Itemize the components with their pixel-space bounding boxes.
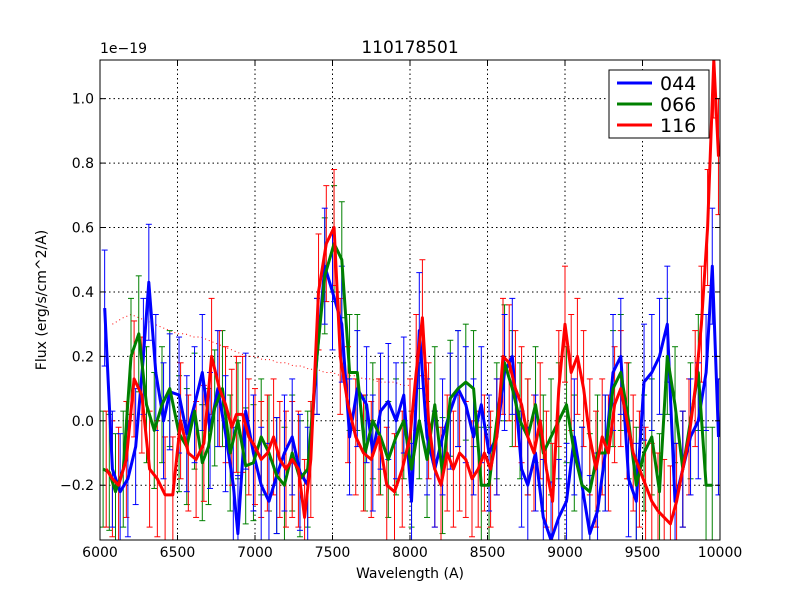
x-axis-label: Wavelength (A) <box>356 566 464 582</box>
x-tick-label: 8500 <box>470 545 506 561</box>
chart-title: 110178501 <box>361 38 458 58</box>
x-tick-label: 7000 <box>237 545 273 561</box>
axis-ticks: 6000 6500 7000 7500 8000 8500 9000 9500 10000 −0.… <box>60 60 742 561</box>
y-tick-label: 0.0 <box>72 414 94 430</box>
x-tick-label: 8000 <box>392 545 428 561</box>
y-axis-label: Flux (erg/s/cm^2/A) <box>34 230 50 370</box>
x-tick-label: 6500 <box>160 545 196 561</box>
y-tick-label: 0.2 <box>72 349 94 365</box>
y-tick-label: −0.2 <box>60 478 94 494</box>
series-line-116 <box>104 60 720 526</box>
y-offset-label: 1e−19 <box>100 41 147 57</box>
series-lines <box>102 60 720 540</box>
series-line-044 <box>103 264 720 540</box>
y-tick-label: 0.4 <box>72 285 94 301</box>
legend-label-066: 066 <box>660 94 696 116</box>
x-tick-label: 7500 <box>315 545 351 561</box>
legend-label-044: 044 <box>660 73 696 95</box>
y-tick-label: 1.0 <box>72 92 94 108</box>
x-tick-label: 9000 <box>547 545 583 561</box>
y-tick-label: 0.6 <box>72 221 94 237</box>
legend-label-116: 116 <box>660 115 696 137</box>
x-tick-label: 9500 <box>625 545 661 561</box>
x-tick-label: 6000 <box>82 545 118 561</box>
x-tick-label: 10000 <box>698 545 743 561</box>
y-tick-label: 0.8 <box>72 156 94 172</box>
